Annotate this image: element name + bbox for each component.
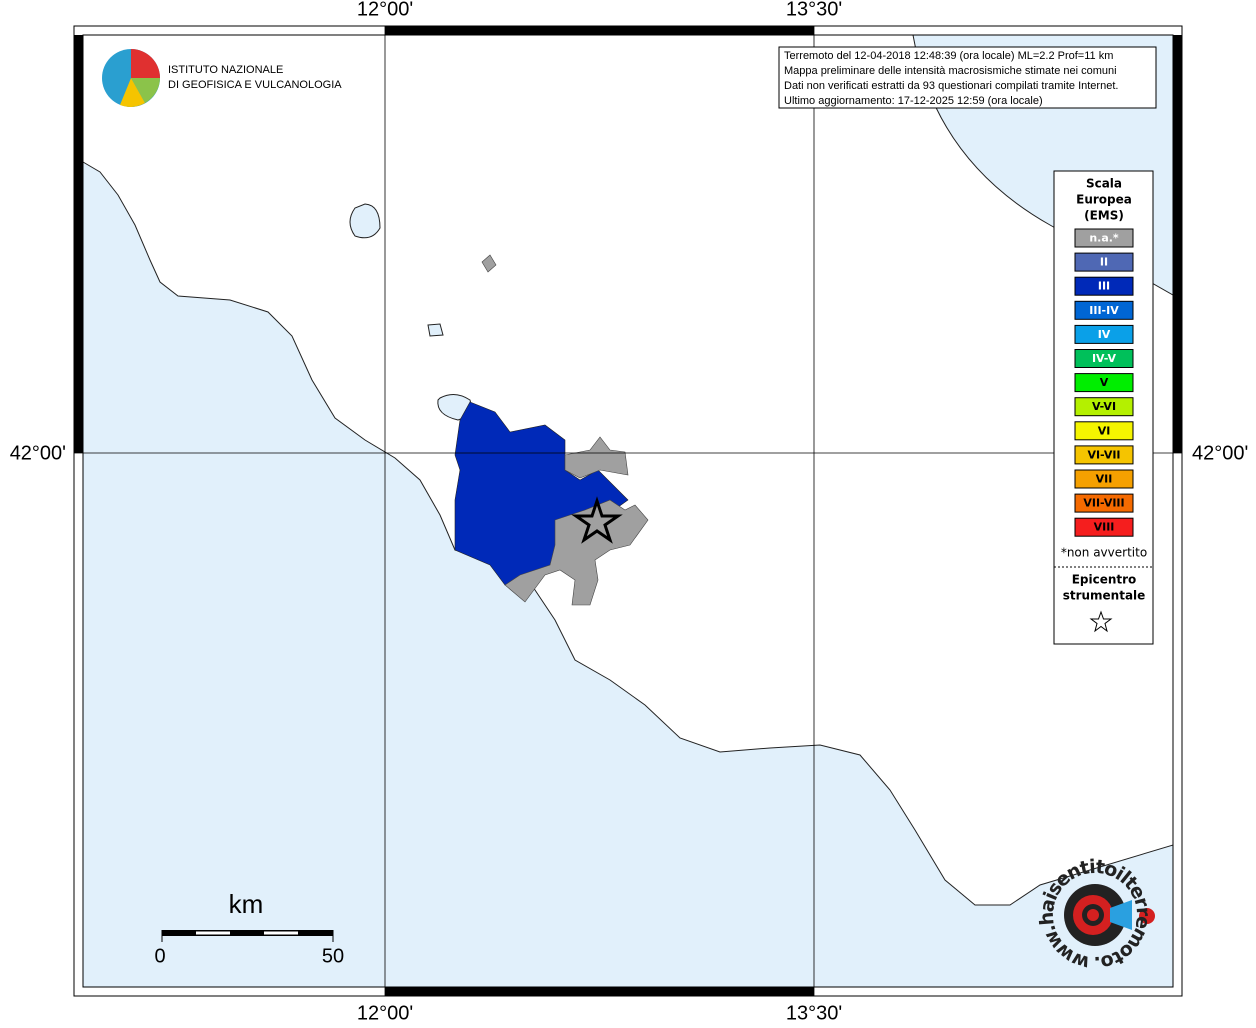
info-line: Ultimo aggiornamento: 17-12-2025 12:59 (… (784, 95, 1043, 107)
legend-swatch (1074, 252, 1134, 272)
lon-label: 13°30' (786, 1002, 842, 1024)
legend-swatch (1074, 493, 1134, 513)
legend-swatch (1074, 421, 1134, 441)
frame-bars (74, 26, 1182, 996)
scale-unit: km (229, 889, 264, 919)
legend-label: IV-V (1092, 352, 1117, 365)
legend-label: V-VI (1092, 400, 1116, 413)
legend-star (1089, 610, 1113, 633)
scale-label: 0 (154, 945, 165, 967)
legend-swatch (1074, 445, 1134, 465)
sea (82, 161, 1174, 988)
legend-label: III (1098, 280, 1110, 293)
legend-label: III-IV (1089, 304, 1119, 317)
legend-label: VIII (1094, 521, 1115, 534)
legend-swatch (1074, 349, 1134, 368)
epicenter (571, 496, 623, 544)
scale-bar: km 0 50 (154, 889, 344, 967)
legend-label: VI (1098, 424, 1111, 437)
lake (427, 323, 444, 337)
legend-label: n.a.* (1089, 232, 1119, 245)
legend-swatch (1074, 373, 1134, 393)
info-box (778, 46, 1157, 109)
region (504, 499, 649, 606)
region (564, 436, 629, 479)
legend-title: Scala (1086, 177, 1122, 191)
legend-swatch (1074, 517, 1134, 537)
region (481, 254, 497, 273)
scale-label: 50 (322, 945, 344, 967)
legend-swatch (1074, 469, 1134, 489)
legend-title: (EMS) (1084, 209, 1124, 223)
lat-label: 42°00' (10, 442, 66, 464)
legend-epicenter: Epicentro (1072, 573, 1137, 587)
legend-label: VII (1096, 473, 1113, 486)
lat-label: 42°00' (1192, 442, 1248, 464)
legend-label: IV (1098, 328, 1111, 341)
legend-label: VI-VII (1087, 448, 1120, 461)
info-line: Dati non verificati estratti da 93 quest… (784, 80, 1118, 92)
lon-label: 12°00' (357, 0, 413, 20)
legend-title: Europea (1076, 193, 1132, 207)
legend-label: VII-VIII (1083, 497, 1124, 510)
legend-note: *non avvertito (1061, 546, 1147, 560)
lake (349, 203, 381, 239)
logo-text: ISTITUTO NAZIONALE (168, 64, 283, 76)
legend-swatch (1074, 397, 1134, 417)
info-line: Terremoto del 12-04-2018 12:48:39 (ora l… (784, 50, 1113, 62)
legend-label: II (1100, 256, 1108, 269)
legend-swatch (1074, 276, 1134, 296)
lon-label: 12°00' (357, 1002, 413, 1024)
info-line: Mappa preliminare delle intensità macros… (784, 65, 1117, 77)
legend-epicenter: strumentale (1063, 589, 1146, 603)
lon-label: 13°30' (786, 0, 842, 20)
ingv-logo: ISTITUTO NAZIONALE DI GEOFISICA E VULCAN… (102, 49, 342, 107)
legend-swatch (1074, 228, 1134, 248)
legend-label: V (1100, 376, 1109, 389)
legend-swatch (1074, 300, 1134, 320)
legend-swatch (1074, 324, 1134, 344)
logo-text: DI GEOFISICA E VULCANOLOGIA (168, 79, 342, 91)
